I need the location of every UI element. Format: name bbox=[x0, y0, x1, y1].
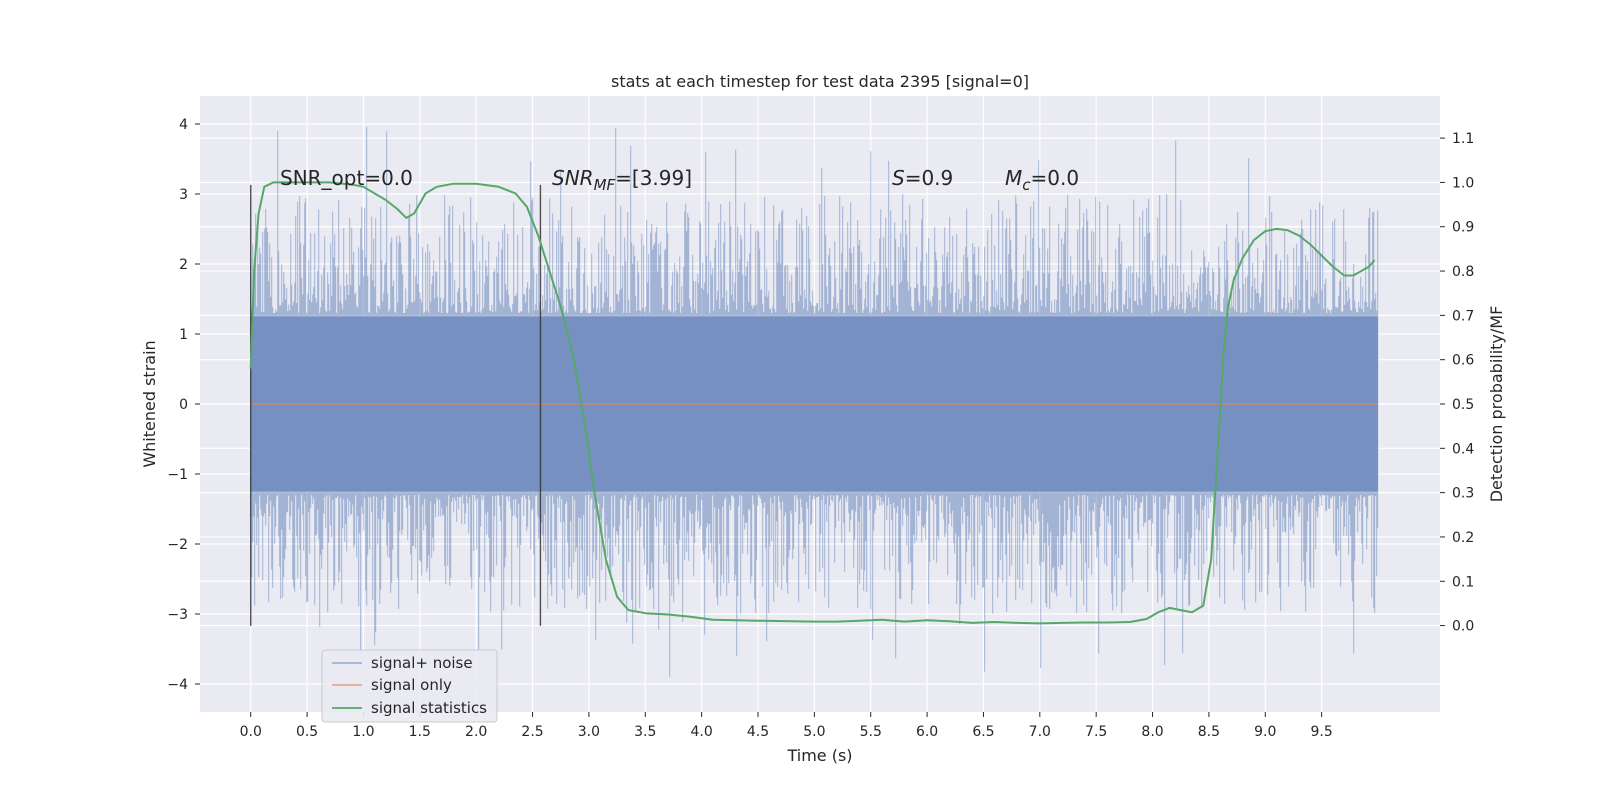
y-tick-label: 0 bbox=[179, 397, 188, 413]
snr-mf-value: =[3.99] bbox=[615, 166, 692, 190]
y2-tick-label: 0.1 bbox=[1452, 574, 1474, 590]
legend-label-stats: signal statistics bbox=[371, 699, 487, 717]
y-axis-ticks: −4 −3 −2 −1 0 1 2 3 4 bbox=[167, 117, 200, 693]
legend-label-signal: signal only bbox=[371, 676, 452, 694]
y-tick-label: 4 bbox=[179, 117, 188, 133]
x-tick-label: 7.5 bbox=[1085, 724, 1107, 740]
legend: signal+ noise signal only signal statist… bbox=[321, 649, 498, 723]
x-tick-label: 5.0 bbox=[803, 724, 825, 740]
x-axis-ticks: 0.0 0.5 1.0 1.5 2.0 2.5 3.0 3.5 4.0 4.5 5.0 5.5 6.0 6… bbox=[240, 712, 1333, 740]
signal-statistics-line bbox=[249, 181, 1376, 625]
x-axis-label: Time (s) bbox=[786, 746, 852, 765]
y2-tick-label: 0.2 bbox=[1452, 530, 1474, 546]
y2-tick-label: 0.7 bbox=[1452, 308, 1474, 324]
y-tick-label: −1 bbox=[167, 467, 188, 483]
snr-opt-annotation: SNR_opt=0.0 bbox=[280, 166, 413, 190]
y-axis-label: Whitened strain bbox=[140, 340, 159, 467]
legend-label-noise: signal+ noise bbox=[371, 654, 473, 672]
x-tick-label: 1.0 bbox=[352, 724, 374, 740]
x-tick-label: 1.5 bbox=[409, 724, 431, 740]
y2-axis-ticks: 0.0 0.1 0.2 0.3 0.4 0.5 0.6 0.7 0.8 0.9 1.0 1.1 bbox=[1440, 131, 1474, 635]
x-tick-label: 6.5 bbox=[972, 724, 994, 740]
x-tick-label: 5.5 bbox=[860, 724, 882, 740]
snr-mf-annotation: SNRMF=[3.99] bbox=[552, 166, 692, 194]
s-value: =0.9 bbox=[905, 166, 954, 190]
x-tick-label: 6.0 bbox=[916, 724, 938, 740]
y2-tick-label: 1.0 bbox=[1452, 175, 1474, 191]
x-tick-label: 3.5 bbox=[634, 724, 656, 740]
y2-tick-label: 1.1 bbox=[1452, 131, 1474, 147]
y-tick-label: 2 bbox=[179, 257, 188, 273]
y2-tick-label: 0.9 bbox=[1452, 220, 1474, 236]
snr-mf-main: SNR bbox=[552, 166, 594, 190]
mc-value: =0.0 bbox=[1031, 166, 1080, 190]
x-tick-label: 8.0 bbox=[1141, 724, 1163, 740]
x-tick-label: 9.5 bbox=[1311, 724, 1333, 740]
y-tick-label: −4 bbox=[167, 677, 188, 693]
legend-box bbox=[321, 649, 498, 723]
vertical-markers bbox=[250, 184, 542, 626]
y2-axis-label: Detection probability/MF bbox=[1487, 306, 1506, 503]
s-annotation: S=0.9 bbox=[892, 166, 953, 190]
mc-annotation: Mc=0.0 bbox=[1005, 166, 1079, 194]
chart-title: stats at each timestep for test data 239… bbox=[611, 72, 1029, 91]
x-tick-label: 2.0 bbox=[465, 724, 487, 740]
x-tick-label: 4.5 bbox=[747, 724, 769, 740]
x-tick-label: 0.0 bbox=[240, 724, 262, 740]
y-tick-label: −2 bbox=[167, 537, 188, 553]
y2-tick-label: 0.0 bbox=[1452, 619, 1474, 635]
y-tick-label: 1 bbox=[179, 327, 188, 343]
y2-tick-label: 0.6 bbox=[1452, 353, 1474, 369]
x-tick-label: 9.0 bbox=[1254, 724, 1276, 740]
mc-subscript: c bbox=[1022, 176, 1031, 194]
y2-tick-label: 0.8 bbox=[1452, 264, 1474, 280]
s-main: S bbox=[892, 166, 905, 190]
x-tick-label: 7.0 bbox=[1029, 724, 1051, 740]
x-tick-label: 2.5 bbox=[521, 724, 543, 740]
x-tick-label: 4.0 bbox=[691, 724, 713, 740]
signal-statistics-series bbox=[249, 181, 1376, 625]
y2-tick-label: 0.3 bbox=[1452, 486, 1474, 502]
snr-mf-subscript: MF bbox=[594, 176, 616, 194]
y-tick-label: 3 bbox=[179, 187, 188, 203]
y-tick-label: −3 bbox=[167, 607, 188, 623]
x-tick-label: 0.5 bbox=[296, 724, 318, 740]
x-tick-label: 8.5 bbox=[1198, 724, 1220, 740]
y2-tick-label: 0.4 bbox=[1452, 441, 1474, 457]
x-tick-label: 3.0 bbox=[578, 724, 600, 740]
y2-tick-label: 0.5 bbox=[1452, 397, 1474, 413]
mc-main: M bbox=[1005, 166, 1022, 190]
